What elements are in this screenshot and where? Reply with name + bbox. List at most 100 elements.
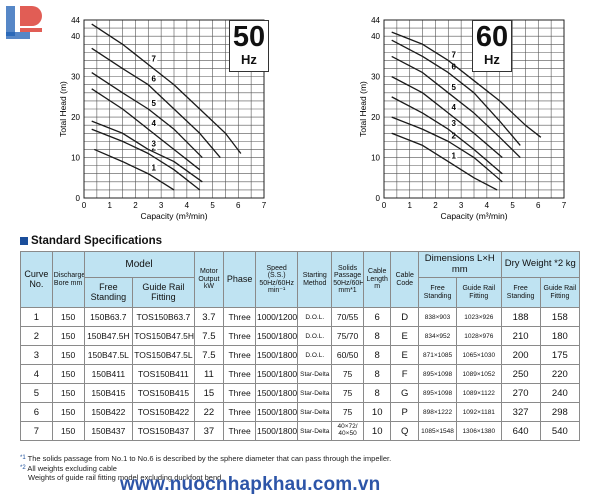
chart-svg-50hz: 0 1 2 3 4 5 6 7 0 10 20 30 40 44 Capacity (m³/min) Tota… bbox=[58, 16, 267, 221]
curve-label-4: 4 bbox=[452, 103, 457, 112]
cell-speed: 1500/1800 bbox=[254, 383, 299, 403]
curve-label-2: 2 bbox=[452, 131, 457, 140]
curve-line-6 bbox=[391, 39, 521, 146]
cell-model-guide: TOS150B422 bbox=[132, 402, 195, 422]
curve-label-bg bbox=[150, 139, 158, 149]
cell-wt-guide: 158 bbox=[539, 307, 581, 327]
cell-model-guide: TOS150B411 bbox=[132, 364, 195, 384]
header-wt-free-standing: Free Standing bbox=[500, 277, 541, 308]
frequency-number: 60 bbox=[475, 21, 509, 53]
y-tick-label: 40 bbox=[371, 32, 380, 41]
x-tick-label: 6 bbox=[236, 201, 241, 210]
y-tick-label: 0 bbox=[376, 194, 381, 203]
y-tick-label: 40 bbox=[71, 32, 80, 41]
footnote-2: *2 All weights excluding cable bbox=[20, 463, 117, 473]
cell-output: 22 bbox=[193, 402, 225, 422]
cell-speed: 1500/1800 bbox=[254, 364, 299, 384]
cell-dim-free: 895×1098 bbox=[417, 383, 458, 403]
x-tick-label: 4 bbox=[185, 201, 190, 210]
cell-model-free: 150B47.5L bbox=[83, 345, 134, 365]
cell-cable-code: Q bbox=[390, 421, 419, 441]
frequency-badge-60hz: 60 Hz bbox=[472, 20, 512, 72]
cell-wt-guide: 220 bbox=[539, 364, 581, 384]
table-row: 4 150 150B411 TOS150B411 11 Three 1500/1800 Sta… bbox=[20, 364, 581, 384]
cell-dim-guide: 1306×1380 bbox=[456, 421, 502, 441]
cell-output: 7.5 bbox=[193, 326, 225, 346]
header-model: Model bbox=[83, 251, 195, 278]
x-tick-label: 0 bbox=[382, 201, 387, 210]
cell-cable-length: 6 bbox=[362, 307, 392, 327]
cell-dim-free: 838×903 bbox=[417, 307, 458, 327]
cell-wt-guide: 298 bbox=[539, 402, 581, 422]
y-tick-label: 20 bbox=[371, 113, 380, 122]
header-dry-weight: Dry Weight *2 kg bbox=[500, 251, 581, 278]
cell-cable-code: E bbox=[390, 345, 419, 365]
curve-label-bg bbox=[150, 99, 158, 108]
curve-line-2 bbox=[391, 116, 503, 183]
cell-bore: 150 bbox=[51, 326, 85, 346]
footnote-1: *1 The solids passage from No.1 to No.6 … bbox=[20, 454, 392, 463]
curve-label-5: 5 bbox=[452, 83, 457, 92]
y-tick-label: 44 bbox=[71, 16, 80, 25]
curve-line-1 bbox=[94, 148, 175, 191]
curve-label-bg bbox=[450, 103, 458, 113]
frequency-unit: Hz bbox=[484, 52, 500, 67]
cell-dim-free: 834×952 bbox=[417, 326, 458, 346]
cell-starting: D.O.L. bbox=[297, 307, 333, 327]
cell-solids: 40×72/ 40×50 bbox=[331, 421, 364, 441]
chart-svg-60hz: 0 1 2 3 4 5 6 7 0 10 20 30 40 44 Capacity (m³/min) Tota… bbox=[358, 16, 567, 221]
cell-model-free: 150B47.5H bbox=[83, 326, 134, 346]
cell-output: 15 bbox=[193, 383, 225, 403]
x-tick-label: 0 bbox=[82, 201, 87, 210]
cell-phase: Three bbox=[223, 402, 256, 422]
header-wt-guide-rail: Guide Rail Fitting bbox=[539, 277, 581, 308]
cell-wt-free: 188 bbox=[500, 307, 541, 327]
table-row: 6 150 150B422 TOS150B422 22 Three 1500/1800 Sta… bbox=[20, 402, 581, 422]
cell-cable-length: 8 bbox=[362, 326, 392, 346]
cell-bore: 150 bbox=[51, 364, 85, 384]
cell-speed: 1500/1800 bbox=[254, 345, 299, 365]
curve-label-bg bbox=[450, 119, 458, 129]
cell-starting: D.O.L. bbox=[297, 326, 333, 346]
cell-cable-code: F bbox=[390, 364, 419, 384]
cell-dim-guide: 1028×976 bbox=[456, 326, 502, 346]
cell-bore: 150 bbox=[51, 307, 85, 327]
y-tick-label: 30 bbox=[371, 73, 380, 82]
curve-label-5: 5 bbox=[152, 99, 157, 108]
header-motor-output: Motor Output kW bbox=[193, 251, 225, 308]
cell-curve: 6 bbox=[20, 402, 53, 422]
cell-model-guide: TOS150B415 bbox=[132, 383, 195, 403]
curve-label-1: 1 bbox=[152, 164, 157, 173]
curve-label-1: 1 bbox=[452, 152, 457, 161]
header-speed: Speed (S.S.) 50Hz/60Hz min⁻¹ bbox=[254, 251, 299, 308]
cell-wt-free: 200 bbox=[500, 345, 541, 365]
cell-speed: 1000/1200 bbox=[254, 307, 299, 327]
cell-cable-code: D bbox=[390, 307, 419, 327]
y-tick-label: 20 bbox=[71, 113, 80, 122]
curve-label-7: 7 bbox=[452, 50, 457, 59]
cell-wt-free: 250 bbox=[500, 364, 541, 384]
cell-model-guide: TOS150B47.5H bbox=[132, 326, 195, 346]
frequency-badge-50hz: 50 Hz bbox=[229, 20, 269, 72]
x-tick-label: 6 bbox=[536, 201, 541, 210]
header-cable-length: Cable Length m bbox=[362, 251, 392, 308]
cell-model-free: 150B437 bbox=[83, 421, 134, 441]
cell-output: 7.5 bbox=[193, 345, 225, 365]
cell-output: 3.7 bbox=[193, 307, 225, 327]
cell-wt-guide: 180 bbox=[539, 326, 581, 346]
frequency-number: 50 bbox=[232, 21, 266, 53]
curve-line-5 bbox=[391, 55, 521, 159]
header-dimensions: Dimensions L×H mm bbox=[417, 251, 502, 278]
cell-curve: 2 bbox=[20, 326, 53, 346]
cell-dim-guide: 1065×1030 bbox=[456, 345, 502, 365]
header-dim-free-standing: Free Standing bbox=[417, 277, 458, 308]
cell-curve: 4 bbox=[20, 364, 53, 384]
frequency-unit: Hz bbox=[241, 52, 257, 67]
section-title-text: Standard Specifications bbox=[31, 235, 163, 247]
curve-label-6: 6 bbox=[452, 63, 457, 72]
cell-phase: Three bbox=[223, 383, 256, 403]
curve-line-7 bbox=[391, 31, 542, 138]
header-cable-code: Cable Code bbox=[390, 251, 419, 308]
cell-starting: Star-Delta bbox=[297, 383, 333, 403]
cell-solids: 75 bbox=[331, 383, 364, 403]
